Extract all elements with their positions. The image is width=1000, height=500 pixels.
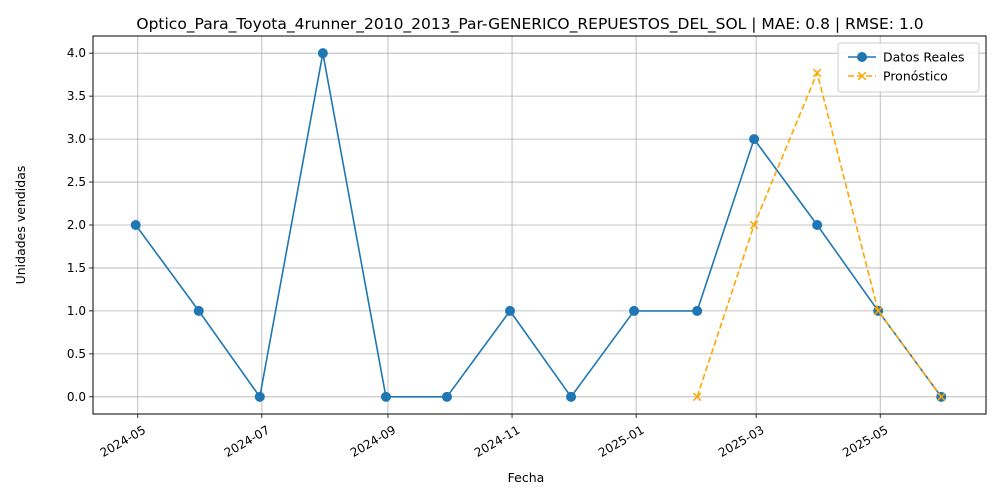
marker-stroke (692, 392, 702, 402)
plot-area (130, 48, 947, 402)
y-tick-label: 3.0 (67, 132, 86, 146)
legend-box (837, 42, 980, 93)
y-tick-label: 2.0 (67, 218, 86, 232)
y-tick-label: 0.0 (67, 390, 86, 404)
legend: Datos Reales Pronóstico (837, 42, 980, 93)
marker-stroke (749, 220, 759, 230)
x-tick-label: 2024-11 (472, 423, 522, 460)
y-tick-label: 2.5 (67, 175, 86, 189)
x-tick-label: 2025-01 (596, 423, 646, 460)
x-tick-label: 2024-05 (98, 423, 148, 460)
x-tick-label: 2024-09 (348, 423, 398, 460)
marker-stroke (812, 68, 822, 78)
marker-stroke (873, 306, 883, 316)
y-tick-label: 1.0 (67, 304, 86, 318)
data-point-datos-reales (380, 391, 391, 402)
legend-label-pronostico: Pronóstico (883, 69, 948, 84)
data-point-pronostico (749, 220, 759, 230)
data-point-datos-reales (193, 305, 204, 316)
marker-stroke (857, 71, 867, 81)
grid-lines (93, 36, 986, 414)
data-point-datos-reales (505, 305, 516, 316)
x-axis-label: Fecha (508, 470, 545, 485)
y-tick-label: 1.5 (67, 261, 86, 275)
y-axis-ticks: 0.0 0.5 1.0 1.5 2.0 2.5 3.0 3.5 4.0 (67, 46, 93, 404)
data-point-datos-reales (130, 220, 141, 230)
chart-title: Optico_Para_Toyota_4runner_2010_2013_Par… (136, 15, 923, 34)
data-point-datos-reales (692, 305, 703, 316)
series-line-datos-reales (135, 53, 942, 399)
legend-marker-pronostico (857, 71, 867, 81)
data-point-datos-reales (749, 134, 760, 145)
x-tick-label: 2025-05 (840, 423, 890, 460)
data-point-datos-reales (566, 391, 577, 402)
legend-marker-datos-reales (857, 52, 867, 62)
x-tick-label: 2025-03 (716, 423, 766, 460)
data-point-datos-reales (629, 305, 640, 316)
data-point-pronostico (873, 306, 883, 316)
x-axis-ticks: 2024-05 2024-07 2024-09 2024-11 2025-01 2025-… (98, 414, 891, 460)
y-tick-label: 0.5 (67, 347, 86, 361)
marker-stroke (936, 392, 946, 402)
data-point-pronostico (812, 68, 822, 78)
data-point-datos-reales (317, 48, 328, 59)
data-point-datos-reales (812, 220, 823, 230)
y-axis-label: Unidades vendidas (13, 166, 28, 285)
data-point-datos-reales (441, 391, 452, 402)
data-point-datos-reales (254, 391, 265, 402)
data-point-pronostico (936, 392, 946, 402)
y-tick-label: 4.0 (67, 46, 86, 60)
legend-label-datos-reales: Datos Reales (883, 50, 964, 65)
y-tick-label: 3.5 (67, 89, 86, 103)
data-point-pronostico (692, 392, 702, 402)
x-tick-label: 2024-07 (222, 423, 272, 460)
